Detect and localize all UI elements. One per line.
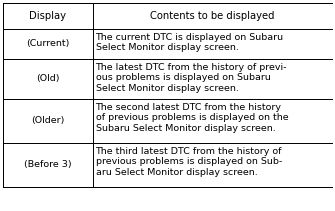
Bar — [2, 99, 92, 142]
Text: The second latest DTC from the history
of previous problems is displayed on the
: The second latest DTC from the history o… — [95, 103, 288, 133]
Text: Display: Display — [29, 11, 66, 20]
Bar — [2, 3, 333, 187]
Bar — [2, 28, 92, 58]
Bar — [2, 142, 92, 187]
Text: (Old): (Old) — [36, 74, 59, 83]
Bar — [92, 142, 333, 187]
Text: The current DTC is displayed on Subaru
Select Monitor display screen.: The current DTC is displayed on Subaru S… — [95, 32, 284, 52]
Bar — [92, 99, 333, 142]
Text: (Current): (Current) — [26, 39, 69, 48]
Bar — [92, 3, 333, 28]
Text: (Before 3): (Before 3) — [24, 160, 71, 169]
Text: The third latest DTC from the history of
previous problems is displayed on Sub-
: The third latest DTC from the history of… — [95, 146, 282, 177]
Bar — [92, 58, 333, 99]
Bar — [2, 58, 92, 99]
Bar — [92, 28, 333, 58]
Bar — [2, 3, 92, 28]
Text: The latest DTC from the history of previ-
ous problems is displayed on Subaru
Se: The latest DTC from the history of previ… — [95, 62, 287, 93]
Text: (Older): (Older) — [31, 116, 64, 125]
Text: Contents to be displayed: Contents to be displayed — [150, 11, 275, 20]
